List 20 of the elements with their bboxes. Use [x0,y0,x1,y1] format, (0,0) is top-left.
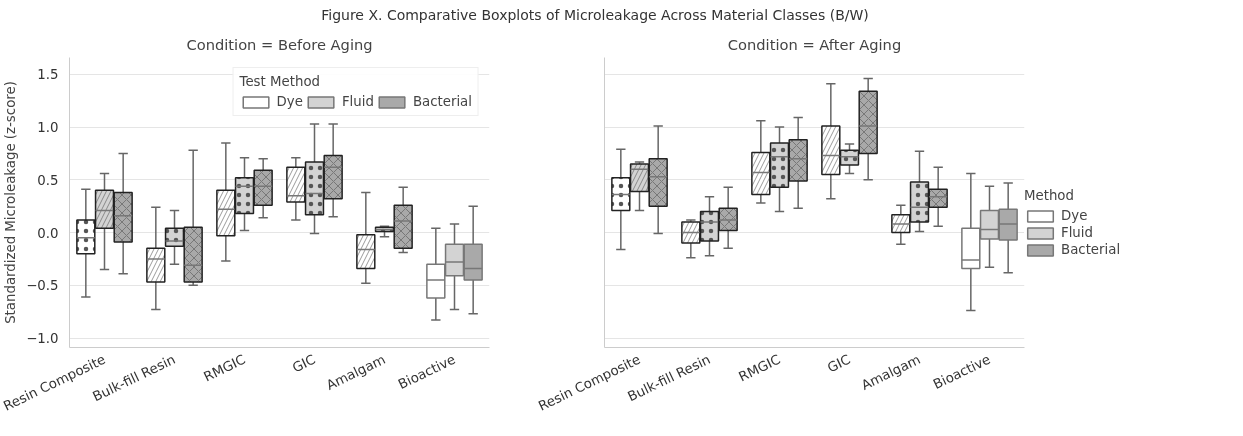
legend-title: Test Method [239,74,321,89]
y-tick-label: −0.5 [26,278,59,294]
text: Figure X. Comparative Boxplots of Microleakage Across Material Classes (B/W) [321,6,869,25]
y-tick-label: 1.0 [37,120,59,136]
legend-label: Bacterial [1061,242,1121,257]
legend-label: Fluid [341,94,374,109]
chart-title: Condition = After Aging [727,35,902,53]
legend-title: Method [1024,188,1075,203]
x-tick-label: GIC [825,351,853,376]
legend-label: Dye [276,94,303,109]
y-tick-label: 0.5 [37,172,59,188]
legend-label: Bacterial [412,94,472,109]
legend-label: Fluid [1061,225,1093,240]
chart-title: Condition = Before Aging [186,35,373,53]
x-tick-label: GIC [290,351,318,376]
y-axis-title: Standardized Microleakage (z-score) [3,81,19,324]
y-tick-label: −1.0 [26,331,59,347]
y-tick-label: 0.0 [37,225,59,241]
y-tick-label: 1.5 [37,67,59,83]
legend-label: Dye [1061,208,1088,223]
